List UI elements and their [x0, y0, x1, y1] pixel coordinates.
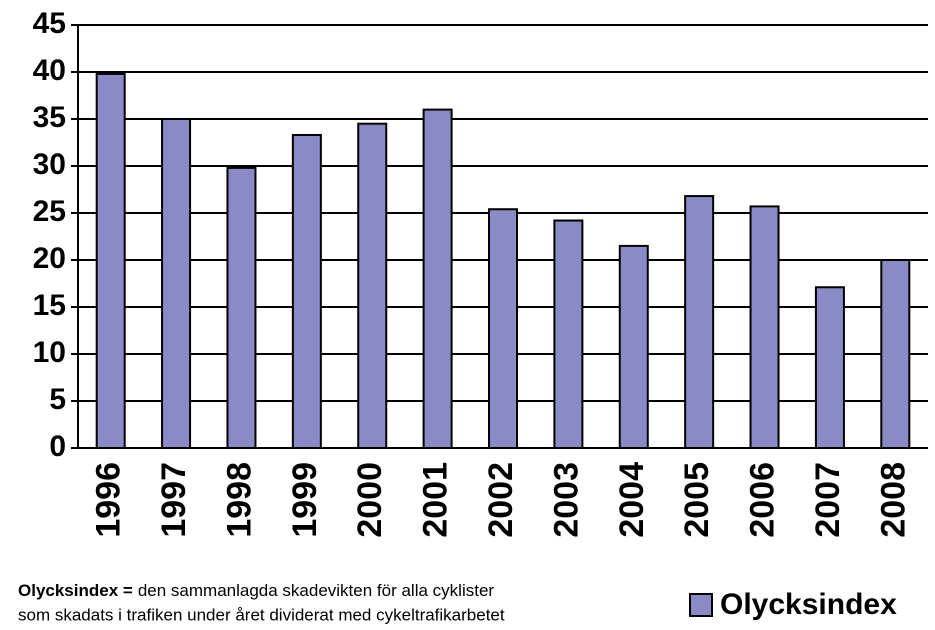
x-tick-label: 1998 — [220, 462, 258, 538]
y-tick-label: 30 — [33, 148, 66, 181]
bar — [226, 166, 257, 449]
x-tick-label: 1996 — [90, 462, 128, 538]
y-tick-label: 25 — [33, 195, 66, 228]
y-tick-label: 5 — [49, 383, 66, 416]
bar — [749, 205, 780, 449]
x-tick-label: 2001 — [417, 462, 455, 538]
bar — [684, 195, 715, 449]
y-tick-label: 10 — [33, 336, 66, 369]
x-tick-label: 2006 — [744, 462, 782, 538]
y-tick-label: 20 — [33, 242, 66, 275]
legend-label: Olycksindex — [720, 588, 897, 621]
x-tick-label: 2005 — [678, 462, 716, 538]
y-tick-label: 0 — [49, 430, 66, 463]
annotation: Olycksindex = den sammanlagda skadevikten… — [18, 581, 494, 600]
bar — [357, 122, 388, 449]
x-tick-label: 2002 — [482, 462, 520, 538]
x-tick-label: 2003 — [547, 462, 585, 538]
annotation-text: den sammanlagda skadevikten för alla cyk… — [138, 581, 495, 600]
legend-swatch — [689, 593, 713, 617]
y-tick-label: 40 — [33, 54, 66, 87]
bar — [880, 259, 911, 449]
bar — [553, 219, 584, 449]
x-tick-label: 1997 — [155, 462, 193, 538]
x-tick-label: 2008 — [874, 462, 912, 538]
x-tick-label: 2000 — [351, 462, 389, 538]
y-tick-label: 45 — [33, 7, 66, 40]
bar — [161, 118, 192, 449]
annotation-text: som skadats i trafiken under året divide… — [18, 605, 505, 624]
bar — [422, 108, 453, 449]
bar — [618, 244, 649, 449]
y-tick-label: 35 — [33, 101, 66, 134]
x-tick-label: 2004 — [613, 462, 651, 538]
bar — [488, 208, 518, 449]
bar — [95, 72, 126, 449]
x-tick-label: 1999 — [286, 462, 324, 538]
bar — [814, 286, 845, 450]
bar — [291, 133, 322, 449]
annotation-term: Olycksindex = — [18, 581, 133, 600]
y-tick-label: 15 — [33, 289, 66, 322]
x-tick-label: 2007 — [809, 462, 847, 538]
